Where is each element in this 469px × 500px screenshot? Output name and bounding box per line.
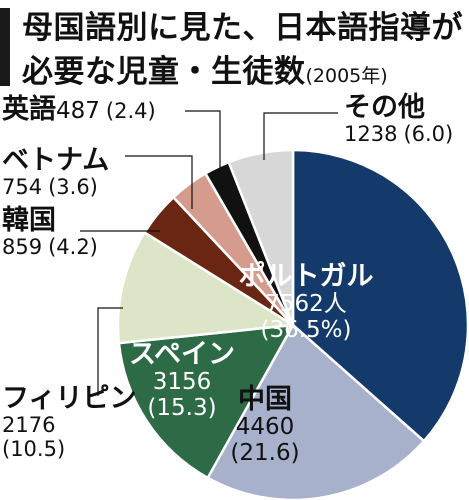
slice-label-line: 英語487 (2.4)	[2, 94, 156, 125]
chart-title-block: 母国語別に見た、日本語指導が 必要な児童・生徒数(2005年)	[0, 0, 469, 90]
slice-value: 2176	[2, 413, 56, 438]
slice-label-1: ポルトガル 7562人 (36.5%)	[186, 261, 426, 344]
slice-label-4: フィリピン 2176 (10.5)	[2, 383, 137, 461]
pie-slice-3	[117, 323, 295, 480]
leader-line-7	[185, 110, 221, 176]
slice-percent: (15.3)	[147, 394, 217, 421]
slice-name: ポルトガル	[238, 261, 374, 292]
slice-value: 754	[2, 175, 43, 200]
pie-slice-4	[116, 231, 295, 345]
pie-slice-1	[291, 148, 469, 443]
slice-percent: (4.2)	[48, 235, 98, 260]
slice-value: 4460	[235, 414, 295, 441]
slice-name: 中国	[238, 384, 292, 415]
leader-line-6	[125, 155, 193, 209]
slice-label-2: 中国 4460 (21.6)	[145, 384, 385, 467]
chart-title-line-1: 母国語別に見た、日本語指導が	[22, 10, 463, 46]
chart-title-year: (2005年)	[305, 65, 388, 87]
slice-name: ベトナム	[2, 145, 110, 176]
slice-label-5: 韓国 859 (4.2)	[2, 205, 98, 260]
slice-value-row: 754 (3.6)	[2, 175, 109, 200]
slice-percent: (2.4)	[105, 99, 156, 123]
title-accent-bar	[0, 8, 10, 86]
slice-label-6: ベトナム 754 (3.6)	[2, 145, 110, 200]
slice-value: 1238	[344, 122, 398, 147]
slice-name: スペイン	[128, 339, 236, 370]
slice-value: 3156	[152, 369, 212, 396]
slice-percent: (21.6)	[230, 439, 300, 466]
slice-percent: (6.0)	[403, 122, 454, 147]
leader-line-8	[263, 112, 338, 160]
slice-label-7: 英語487 (2.4)	[2, 94, 156, 125]
slice-value: 487	[56, 98, 100, 124]
slice-name: 英語	[2, 94, 56, 125]
slice-value-row: 859 (4.2)	[2, 235, 98, 260]
slice-name: フィリピン	[2, 383, 137, 414]
pie-slice-2	[206, 323, 426, 500]
slice-name: その他	[344, 92, 425, 123]
slice-percent: (10.5)	[2, 436, 66, 461]
slice-value: 7562人	[265, 291, 347, 318]
slice-percent: (36.5%)	[260, 316, 352, 343]
slice-percent: (3.6)	[48, 175, 98, 200]
leader-line-4	[97, 307, 123, 396]
chart-title-line-2: 必要な児童・生徒数(2005年)	[22, 46, 388, 91]
slice-label-3: スペイン 3156 (15.3)	[62, 339, 302, 422]
slice-label-8: その他 1238 (6.0)	[344, 92, 454, 147]
slice-value-row: 1238 (6.0)	[344, 122, 454, 147]
pie-slice-8	[227, 148, 295, 327]
slice-name: 韓国	[2, 205, 56, 236]
chart-title-main: 必要な児童・生徒数	[22, 54, 306, 90]
slice-value: 859	[2, 235, 43, 260]
